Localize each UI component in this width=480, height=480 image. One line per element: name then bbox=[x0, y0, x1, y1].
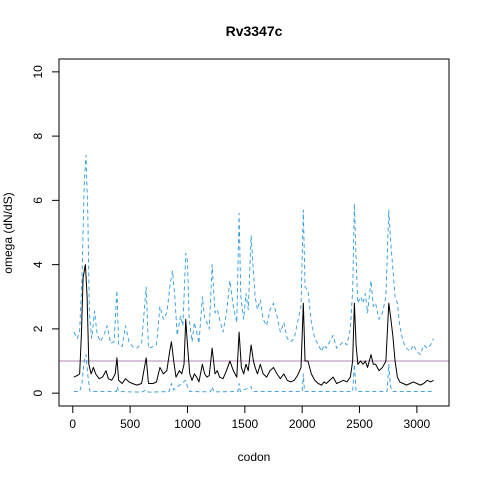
y-tick-label-8: 8 bbox=[31, 132, 45, 139]
series-layer bbox=[59, 154, 449, 393]
chart-title: Rv3347c bbox=[226, 23, 283, 39]
x-tick-label-2000: 2000 bbox=[289, 417, 316, 431]
plot-frame bbox=[58, 58, 450, 407]
x-tick-label-500: 500 bbox=[120, 417, 140, 431]
x-axis-label: codon bbox=[238, 450, 271, 464]
x-tick-label-2500: 2500 bbox=[346, 417, 373, 431]
y-tick-label-6: 6 bbox=[31, 197, 45, 204]
x-tick-label-3000: 3000 bbox=[404, 417, 431, 431]
x-tick-label-0: 0 bbox=[69, 417, 76, 431]
y-tick-label-0: 0 bbox=[31, 389, 45, 396]
y-tick-label-2: 2 bbox=[31, 325, 45, 332]
x-tick-label-1500: 1500 bbox=[231, 417, 258, 431]
axes: 0 500 1000 1500 2000 2500 3000 0 2 4 6 8 10 bbox=[31, 65, 431, 431]
y-tick-label-4: 4 bbox=[31, 261, 45, 268]
x-tick-label-1000: 1000 bbox=[174, 417, 201, 431]
y-tick-label-10: 10 bbox=[31, 65, 45, 79]
y-axis-label: omega (dN/dS) bbox=[1, 192, 15, 273]
series-upper-line bbox=[73, 154, 434, 356]
series-estimate-line bbox=[73, 264, 434, 386]
